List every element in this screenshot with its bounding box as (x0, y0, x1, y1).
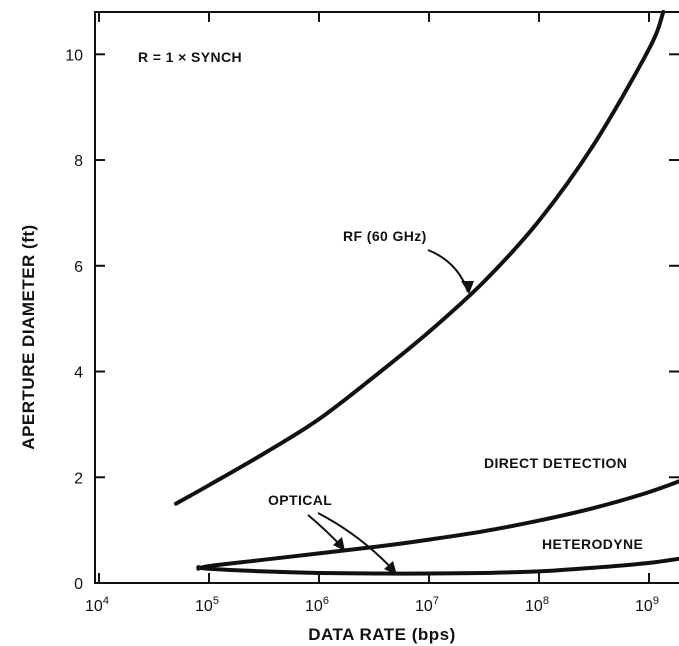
heterodyne-label: HETERODYNE (542, 536, 643, 552)
x-tick-label: 104 (85, 595, 109, 615)
direct-detection-label: DIRECT DETECTION (484, 455, 627, 471)
y-tick-label: 8 (74, 153, 83, 170)
plot-frame (94, 11, 679, 584)
optical-label: OPTICAL (268, 492, 332, 508)
axes (94, 11, 679, 584)
y-tick-label: 0 (74, 576, 83, 593)
y-tick-label: 2 (74, 470, 83, 487)
rf-label: RF (60 GHz) (343, 228, 427, 244)
series-line-heterodyne (196, 556, 679, 576)
optical-arrowhead-direct (333, 537, 345, 551)
x-tick-label: 109 (635, 595, 659, 615)
optical-arrow-heterodyne (317, 512, 396, 573)
rf-arrow (427, 249, 469, 293)
optical-arrowhead-heterodyne (384, 561, 397, 575)
tick-labels: 104 105 106 107 108 109 0 2 4 6 8 10 (65, 47, 659, 615)
x-tick-label: 107 (415, 595, 439, 615)
x-tick-label: 105 (195, 595, 219, 615)
condition-label: R = 1 × SYNCH (138, 49, 242, 65)
y-tick-label: 10 (65, 47, 83, 64)
y-tick-label: 6 (74, 259, 83, 276)
x-tick-label: 108 (525, 595, 549, 615)
series-line-direct-detection (196, 479, 679, 571)
y-axis-title: APERTURE DIAMETER (ft) (19, 224, 38, 449)
rf-arrowhead (461, 281, 474, 294)
x-axis-title: DATA RATE (bps) (308, 625, 456, 644)
y-tick-label: 4 (74, 365, 83, 382)
series-line-rf (173, 10, 666, 506)
annotation-arrowheads (333, 281, 474, 575)
x-tick-label: 106 (305, 595, 329, 615)
series-lines (173, 10, 679, 576)
